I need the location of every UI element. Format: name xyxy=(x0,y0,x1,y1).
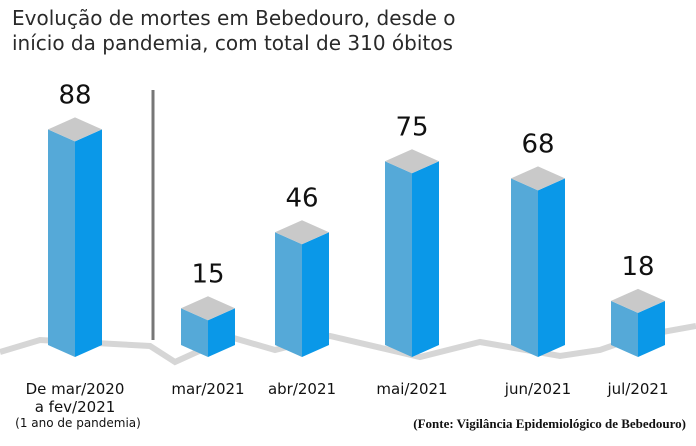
bar-left-face xyxy=(275,232,302,357)
bar-right-face xyxy=(538,178,565,357)
bar-top xyxy=(275,220,329,245)
x-tick-label: jun/2021 xyxy=(504,380,572,398)
bar-left-face xyxy=(181,308,208,357)
bar-right-face xyxy=(75,129,102,357)
chart-title: Evolução de mortes em Bebedouro, desde o… xyxy=(12,6,456,55)
bar-top xyxy=(385,149,439,174)
value-label: 18 xyxy=(621,252,654,282)
bar-top xyxy=(511,166,565,191)
value-label: 75 xyxy=(395,112,428,142)
x-tick-label: abr/2021 xyxy=(267,380,337,398)
bar xyxy=(385,149,439,357)
bar-right-face xyxy=(638,300,665,357)
bar-right-face xyxy=(412,161,439,357)
bar xyxy=(511,166,565,357)
bar-left-face xyxy=(385,161,412,357)
value-label: 88 xyxy=(58,80,91,110)
value-label: 15 xyxy=(191,259,224,289)
bar xyxy=(611,288,665,357)
annotation: (1 ano de pandemia) xyxy=(15,416,141,430)
value-label: 46 xyxy=(285,183,318,213)
x-tick-label: mai/2021 xyxy=(376,380,448,398)
x-tick-label: mar/2021 xyxy=(171,380,245,398)
x-tick-label: jul/2021 xyxy=(607,380,669,398)
bar xyxy=(275,220,329,357)
bar-right-face xyxy=(302,232,329,357)
source: (Fonte: Vigilância Epidemiológico de Beb… xyxy=(413,416,686,431)
value-label: 68 xyxy=(521,129,554,159)
bar-top xyxy=(48,117,102,142)
bar-right-face xyxy=(208,308,235,357)
bar xyxy=(181,296,235,357)
bar xyxy=(48,117,102,357)
floor xyxy=(0,323,696,366)
bar-top xyxy=(181,296,235,321)
x-tick-label: De mar/2020 a fev/2021 xyxy=(25,380,125,416)
bar-left-face xyxy=(48,129,75,357)
bar-left-face xyxy=(511,178,538,357)
bar-top xyxy=(611,288,665,313)
bar-left-face xyxy=(611,300,638,357)
